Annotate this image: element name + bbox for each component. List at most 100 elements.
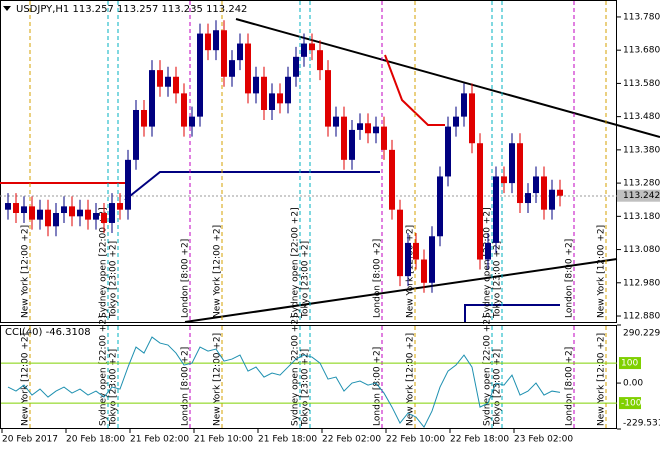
x-tick-label: 20 Feb 18:00 xyxy=(66,435,125,445)
session-label: Tokyo [23:00 +2] xyxy=(109,241,119,319)
candle-body xyxy=(37,209,43,220)
header-icon xyxy=(3,6,11,11)
candle-body xyxy=(429,236,435,283)
candle-body xyxy=(485,242,491,260)
session-label: Tokyo [23:00 +2] xyxy=(493,241,503,319)
candle-body xyxy=(5,203,11,210)
candle-body xyxy=(293,56,299,77)
y-tick-label: 113.780 xyxy=(623,12,660,22)
candle-body xyxy=(493,176,499,243)
level-tag xyxy=(619,397,641,410)
candle-body xyxy=(165,76,171,87)
candle-body xyxy=(517,143,523,204)
session-label: Tokyo [23:00 +2] xyxy=(493,349,503,427)
session-label: London [8:00 +2] xyxy=(373,347,383,426)
candle-body xyxy=(389,149,395,210)
session-label: New York [12:00 +2] xyxy=(21,225,31,318)
level-line xyxy=(124,171,380,201)
session-label: London [8:00 +2] xyxy=(181,239,191,318)
x-tick-label: 20 Feb 2017 xyxy=(2,435,58,445)
candle-body xyxy=(309,43,315,51)
candle-body xyxy=(549,189,555,210)
candle-body xyxy=(373,126,379,134)
candle-body xyxy=(53,213,59,227)
candle-body xyxy=(181,93,187,127)
candle-body xyxy=(213,30,219,51)
y-tick-label: 113.080 xyxy=(623,245,660,255)
y-tick-label: 113.580 xyxy=(623,79,660,89)
candle-body xyxy=(109,203,115,223)
candle-body xyxy=(341,116,347,160)
candle-body xyxy=(125,159,131,210)
candle-body xyxy=(333,116,339,127)
candle-body xyxy=(229,60,235,77)
x-tick-label: 23 Feb 02:00 xyxy=(514,435,573,445)
candle-body xyxy=(141,109,147,127)
session-label: New York [12:00 +2] xyxy=(213,333,223,426)
x-tick-label: 22 Feb 02:00 xyxy=(322,435,381,445)
candle-body xyxy=(421,259,427,283)
y-tick-label: 113.480 xyxy=(623,112,660,122)
level-label: -100 xyxy=(621,399,642,409)
candle-body xyxy=(317,50,323,71)
session-label: Sydney open [22:00 +2] xyxy=(99,315,109,426)
candle-body xyxy=(173,76,179,94)
candle-body xyxy=(189,116,195,127)
candle-body xyxy=(509,143,515,184)
trend-line xyxy=(184,258,618,323)
candle-body xyxy=(221,30,227,77)
candle-body xyxy=(101,213,107,223)
candle-body xyxy=(85,209,91,220)
session-label: New York [12:00 +2] xyxy=(213,225,223,318)
candle-body xyxy=(533,176,539,194)
session-label: Sydney open [22:00 +2] xyxy=(99,207,109,318)
candle-body xyxy=(277,93,283,104)
x-tick-label: 21 Feb 18:00 xyxy=(258,435,317,445)
candle-body xyxy=(301,43,307,57)
candle-body xyxy=(61,206,67,214)
candle-body xyxy=(325,70,331,127)
level-line xyxy=(384,54,445,126)
candle-body xyxy=(149,70,155,127)
candle-body xyxy=(557,189,563,196)
x-tick-label: 21 Feb 10:00 xyxy=(194,435,253,445)
session-label: Tokyo [23:00 +2] xyxy=(301,241,311,319)
candle-body xyxy=(397,209,403,277)
session-label: Sydney open [22:00 +2] xyxy=(291,207,301,318)
y-tick-label: 113.680 xyxy=(623,46,660,56)
candle-body xyxy=(381,126,387,150)
candle-body xyxy=(205,33,211,51)
candle-body xyxy=(245,43,251,94)
indicator-panel xyxy=(0,325,617,429)
candle-body xyxy=(261,76,267,110)
indicator-line xyxy=(7,336,561,429)
candle-body xyxy=(413,242,419,260)
y2-tick-label: 0.00 xyxy=(623,379,643,389)
candle-body xyxy=(285,76,291,104)
candle-body xyxy=(29,206,35,220)
session-label: New York [12:00 +2] xyxy=(21,333,31,426)
candle-body xyxy=(477,143,483,260)
candle-body xyxy=(93,213,99,220)
price-tag xyxy=(617,189,660,202)
candle-body xyxy=(501,176,507,184)
drawings xyxy=(0,18,660,323)
level-line xyxy=(464,304,560,322)
candle-body xyxy=(541,176,547,210)
candle-body xyxy=(13,203,19,214)
x-tick-label: 21 Feb 02:00 xyxy=(130,435,189,445)
y2-tick-label: -229.531 xyxy=(623,419,660,429)
candle-body xyxy=(437,176,443,237)
candle-body xyxy=(69,206,75,217)
candle-body xyxy=(445,126,451,177)
session-label: Sydney open [22:00 +2] xyxy=(291,315,301,426)
candle-body xyxy=(461,93,467,117)
level-tag xyxy=(619,357,641,370)
y2-tick-label: 290.229 xyxy=(623,329,660,339)
session-label: New York [12:00 +2] xyxy=(597,333,607,426)
session-label: New York [12:00 +2] xyxy=(597,225,607,318)
candle-body xyxy=(157,70,163,87)
candle-body xyxy=(469,93,475,144)
session-label: London [8:00 +2] xyxy=(181,347,191,426)
